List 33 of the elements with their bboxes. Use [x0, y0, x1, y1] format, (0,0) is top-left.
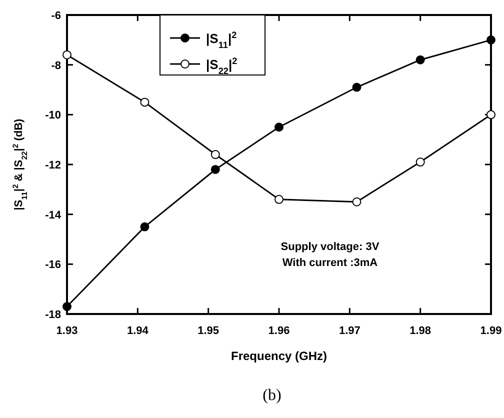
y-tick-label: -8: [51, 60, 61, 72]
x-tick-label: 1.98: [410, 325, 432, 337]
x-tick-label: 1.99: [480, 325, 502, 337]
point: [274, 122, 284, 132]
point: [352, 197, 362, 206]
x-tick-label: 1.97: [338, 325, 360, 337]
point: [486, 35, 496, 44]
x-tick-label: 1.96: [268, 325, 290, 337]
point: [62, 50, 72, 60]
y-tick-label: -16: [45, 259, 61, 272]
y-tick-label: -14: [45, 209, 62, 222]
point: [416, 55, 425, 64]
legend-label: |S$_{22}$|$^{2}$: [206, 56, 238, 76]
annotation: With current :3mA: [282, 257, 378, 269]
point: [62, 302, 72, 312]
legend-label: |S$_{11}$|$^{2}$: [206, 30, 237, 50]
x-axis-title: Frequency (GHz): [230, 349, 328, 363]
point: [210, 164, 220, 174]
point: [274, 194, 284, 204]
text: (b): [262, 387, 282, 404]
point: [416, 158, 425, 167]
y-tick-label: -6: [51, 10, 61, 22]
x-tick-label: 1.95: [198, 325, 220, 337]
y-tick-label: -18: [45, 309, 61, 321]
annotation: Supply voltage: 3V: [280, 241, 380, 253]
point: [140, 222, 150, 232]
point: [210, 150, 220, 160]
point: [352, 82, 362, 92]
x-tick-label: 1.93: [56, 325, 78, 337]
point: [140, 98, 150, 107]
x-tick-label: 1.94: [126, 325, 150, 337]
y-tick-label: -12: [45, 160, 61, 172]
y-tick-label: -10: [45, 110, 61, 122]
